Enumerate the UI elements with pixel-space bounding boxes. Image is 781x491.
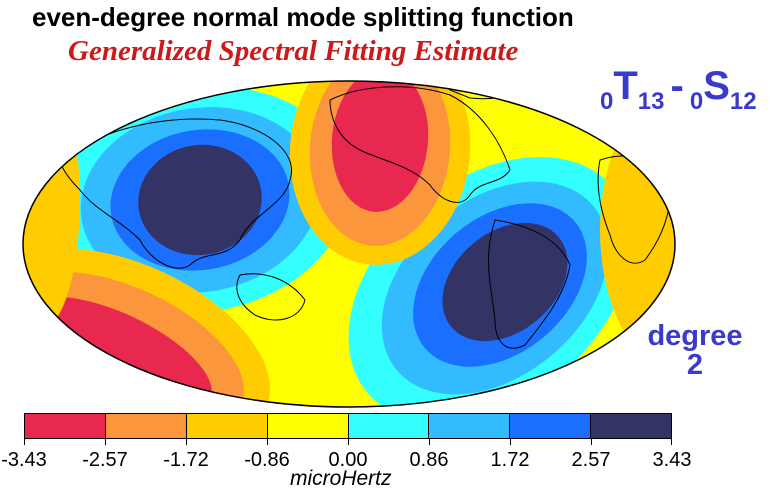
anomaly-samerica-core — [442, 222, 568, 342]
asia-coastline — [59, 118, 293, 269]
colorbar-tick-label-8: 3.43 — [652, 449, 692, 471]
colorbar-ticks — [24, 439, 672, 449]
colorbar-segment-5 — [429, 414, 511, 438]
colorbar-tick-0 — [24, 439, 25, 445]
colorbar-tick-3 — [267, 439, 268, 445]
anomaly-westedge-band1 — [23, 81, 80, 330]
colorbar-segment-0 — [25, 414, 106, 438]
colorbar-tick-1 — [105, 439, 106, 445]
colorbar-tick-label-0: -3.43 — [1, 449, 47, 471]
t-angular-degree: 13 — [637, 88, 665, 115]
degree-word: degree — [647, 320, 743, 352]
anomaly-npacific-core — [331, 81, 429, 212]
colorbar-segment-2 — [186, 414, 268, 438]
north-america-coastline — [329, 86, 511, 203]
australia-coastline — [236, 273, 306, 321]
t-mode-letter: T — [613, 64, 638, 108]
colorbar-tick-7 — [591, 439, 592, 445]
colorbar-segment-4 — [348, 414, 430, 438]
mode-label: 0T13-0S12 — [600, 62, 757, 116]
colorbar — [24, 413, 672, 439]
colorbar-tick-5 — [429, 439, 430, 445]
colorbar-segment-7 — [591, 414, 671, 438]
s-angular-degree: 12 — [729, 88, 757, 115]
anomaly-east-band1 — [600, 81, 675, 380]
s-mode-letter: S — [703, 64, 730, 108]
colorbar-segment-1 — [105, 414, 187, 438]
anomaly-asia-core — [138, 144, 262, 256]
splitting-function-map — [22, 80, 676, 408]
colorbar-tick-label-3: -0.86 — [244, 449, 290, 471]
t-overtone-index: 0 — [600, 88, 614, 115]
globe-outline — [22, 80, 676, 408]
degree-label: degree 2 — [630, 322, 760, 380]
map-title: even-degree normal mode splitting functi… — [32, 2, 574, 32]
colorbar-tick-label-7: 2.57 — [571, 449, 611, 471]
colorbar-tick-label-6: 1.72 — [490, 449, 530, 471]
colorbar-tick-2 — [186, 439, 187, 445]
mode-separator: - — [670, 64, 684, 108]
colorbar-tick-label-4: 0.00 — [328, 449, 368, 471]
colorbar-tick-6 — [510, 439, 511, 445]
s-overtone-index: 0 — [689, 88, 704, 115]
colorbar-tick-label-1: -2.57 — [82, 449, 128, 471]
colorbar-segment-3 — [267, 414, 349, 438]
colorbar-segment-6 — [510, 414, 592, 438]
degree-value: 2 — [686, 349, 704, 381]
colorbar-tick-label-5: 0.86 — [409, 449, 449, 471]
colorbar-tick-8 — [671, 439, 672, 445]
map-subtitle: Generalized Spectral Fitting Estimate — [68, 35, 519, 67]
colorbar-unit-label: microHertz — [290, 467, 392, 490]
colorbar-tick-4 — [348, 439, 349, 445]
colorbar-tick-label-2: -1.72 — [163, 449, 209, 471]
south-america-coastline — [487, 219, 571, 349]
